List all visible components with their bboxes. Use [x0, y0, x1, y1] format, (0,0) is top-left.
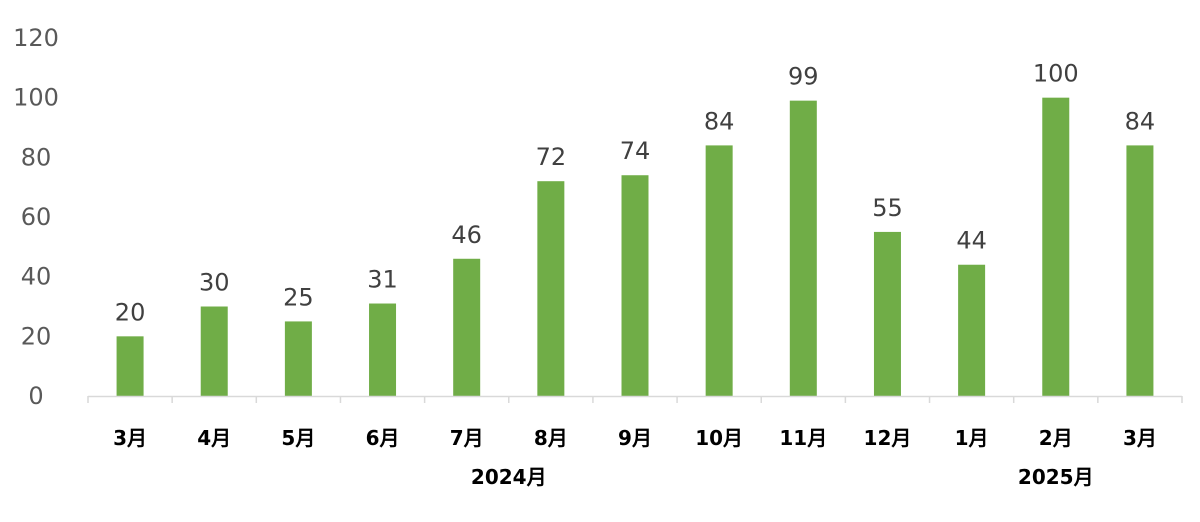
y-tick-label-60: 60	[21, 203, 52, 231]
x-axis-ticks: 3月 4月 5月 6月 7月 8月 9月 10月 11月 12月 1月 2月 3月	[113, 426, 1157, 450]
data-label-10: 44	[956, 227, 987, 255]
x-tick-label-9: 12月	[864, 426, 912, 450]
y-tick-label-0: 0	[28, 382, 43, 410]
data-label-0: 20	[115, 298, 146, 326]
y-tick-label-80: 80	[21, 143, 52, 171]
bar-6	[621, 175, 649, 396]
data-label-6: 74	[620, 137, 651, 165]
x-tick-label-1: 4月	[197, 426, 231, 450]
bar-2	[284, 321, 312, 396]
bar-10	[958, 264, 986, 396]
bar-1	[200, 306, 228, 396]
data-label-5: 72	[536, 143, 567, 171]
x-tick-label-2: 5月	[281, 426, 315, 450]
x-tick-label-5: 8月	[534, 426, 568, 450]
bar-4	[453, 258, 481, 396]
year-group-labels: 2024月 2025月	[471, 465, 1094, 489]
y-tick-label-40: 40	[21, 263, 52, 291]
x-tick-label-12: 3月	[1123, 426, 1157, 450]
year-label-1: 2025月	[1018, 465, 1094, 489]
x-tick-label-0: 3月	[113, 426, 147, 450]
x-tick-label-8: 11月	[779, 426, 827, 450]
data-label-7: 84	[704, 107, 735, 135]
bar-0	[116, 336, 144, 396]
bar-11	[1042, 97, 1070, 397]
x-tick-label-7: 10月	[695, 426, 743, 450]
x-axis	[87, 395, 1183, 403]
bar-7	[705, 145, 733, 396]
x-tick-label-3: 6月	[366, 426, 400, 450]
y-axis-ticks: 0 20 40 60 80 100 120	[13, 24, 59, 410]
bars	[116, 97, 1154, 397]
bar-5	[537, 181, 565, 396]
data-label-1: 30	[199, 269, 230, 297]
data-label-4: 46	[451, 221, 482, 249]
data-labels: 20 30 25 31 46 72 74 84 99 55 44 100 84	[115, 60, 1155, 327]
x-tick-label-10: 1月	[955, 426, 989, 450]
bar-9	[873, 231, 901, 396]
data-label-12: 84	[1125, 107, 1156, 135]
data-label-2: 25	[283, 283, 314, 311]
x-tick-label-6: 9月	[618, 426, 652, 450]
y-tick-label-20: 20	[21, 322, 52, 350]
data-label-11: 100	[1033, 60, 1079, 88]
data-label-8: 99	[788, 63, 819, 91]
x-tick-label-11: 2月	[1039, 426, 1073, 450]
bar-3	[369, 303, 397, 396]
bar-12	[1126, 145, 1154, 396]
y-tick-label-100: 100	[13, 84, 59, 112]
data-label-9: 55	[872, 194, 903, 222]
y-tick-label-120: 120	[13, 24, 59, 52]
year-label-0: 2024月	[471, 465, 547, 489]
x-tick-label-4: 7月	[450, 426, 484, 450]
data-label-3: 31	[367, 266, 398, 294]
bar-8	[789, 100, 817, 397]
